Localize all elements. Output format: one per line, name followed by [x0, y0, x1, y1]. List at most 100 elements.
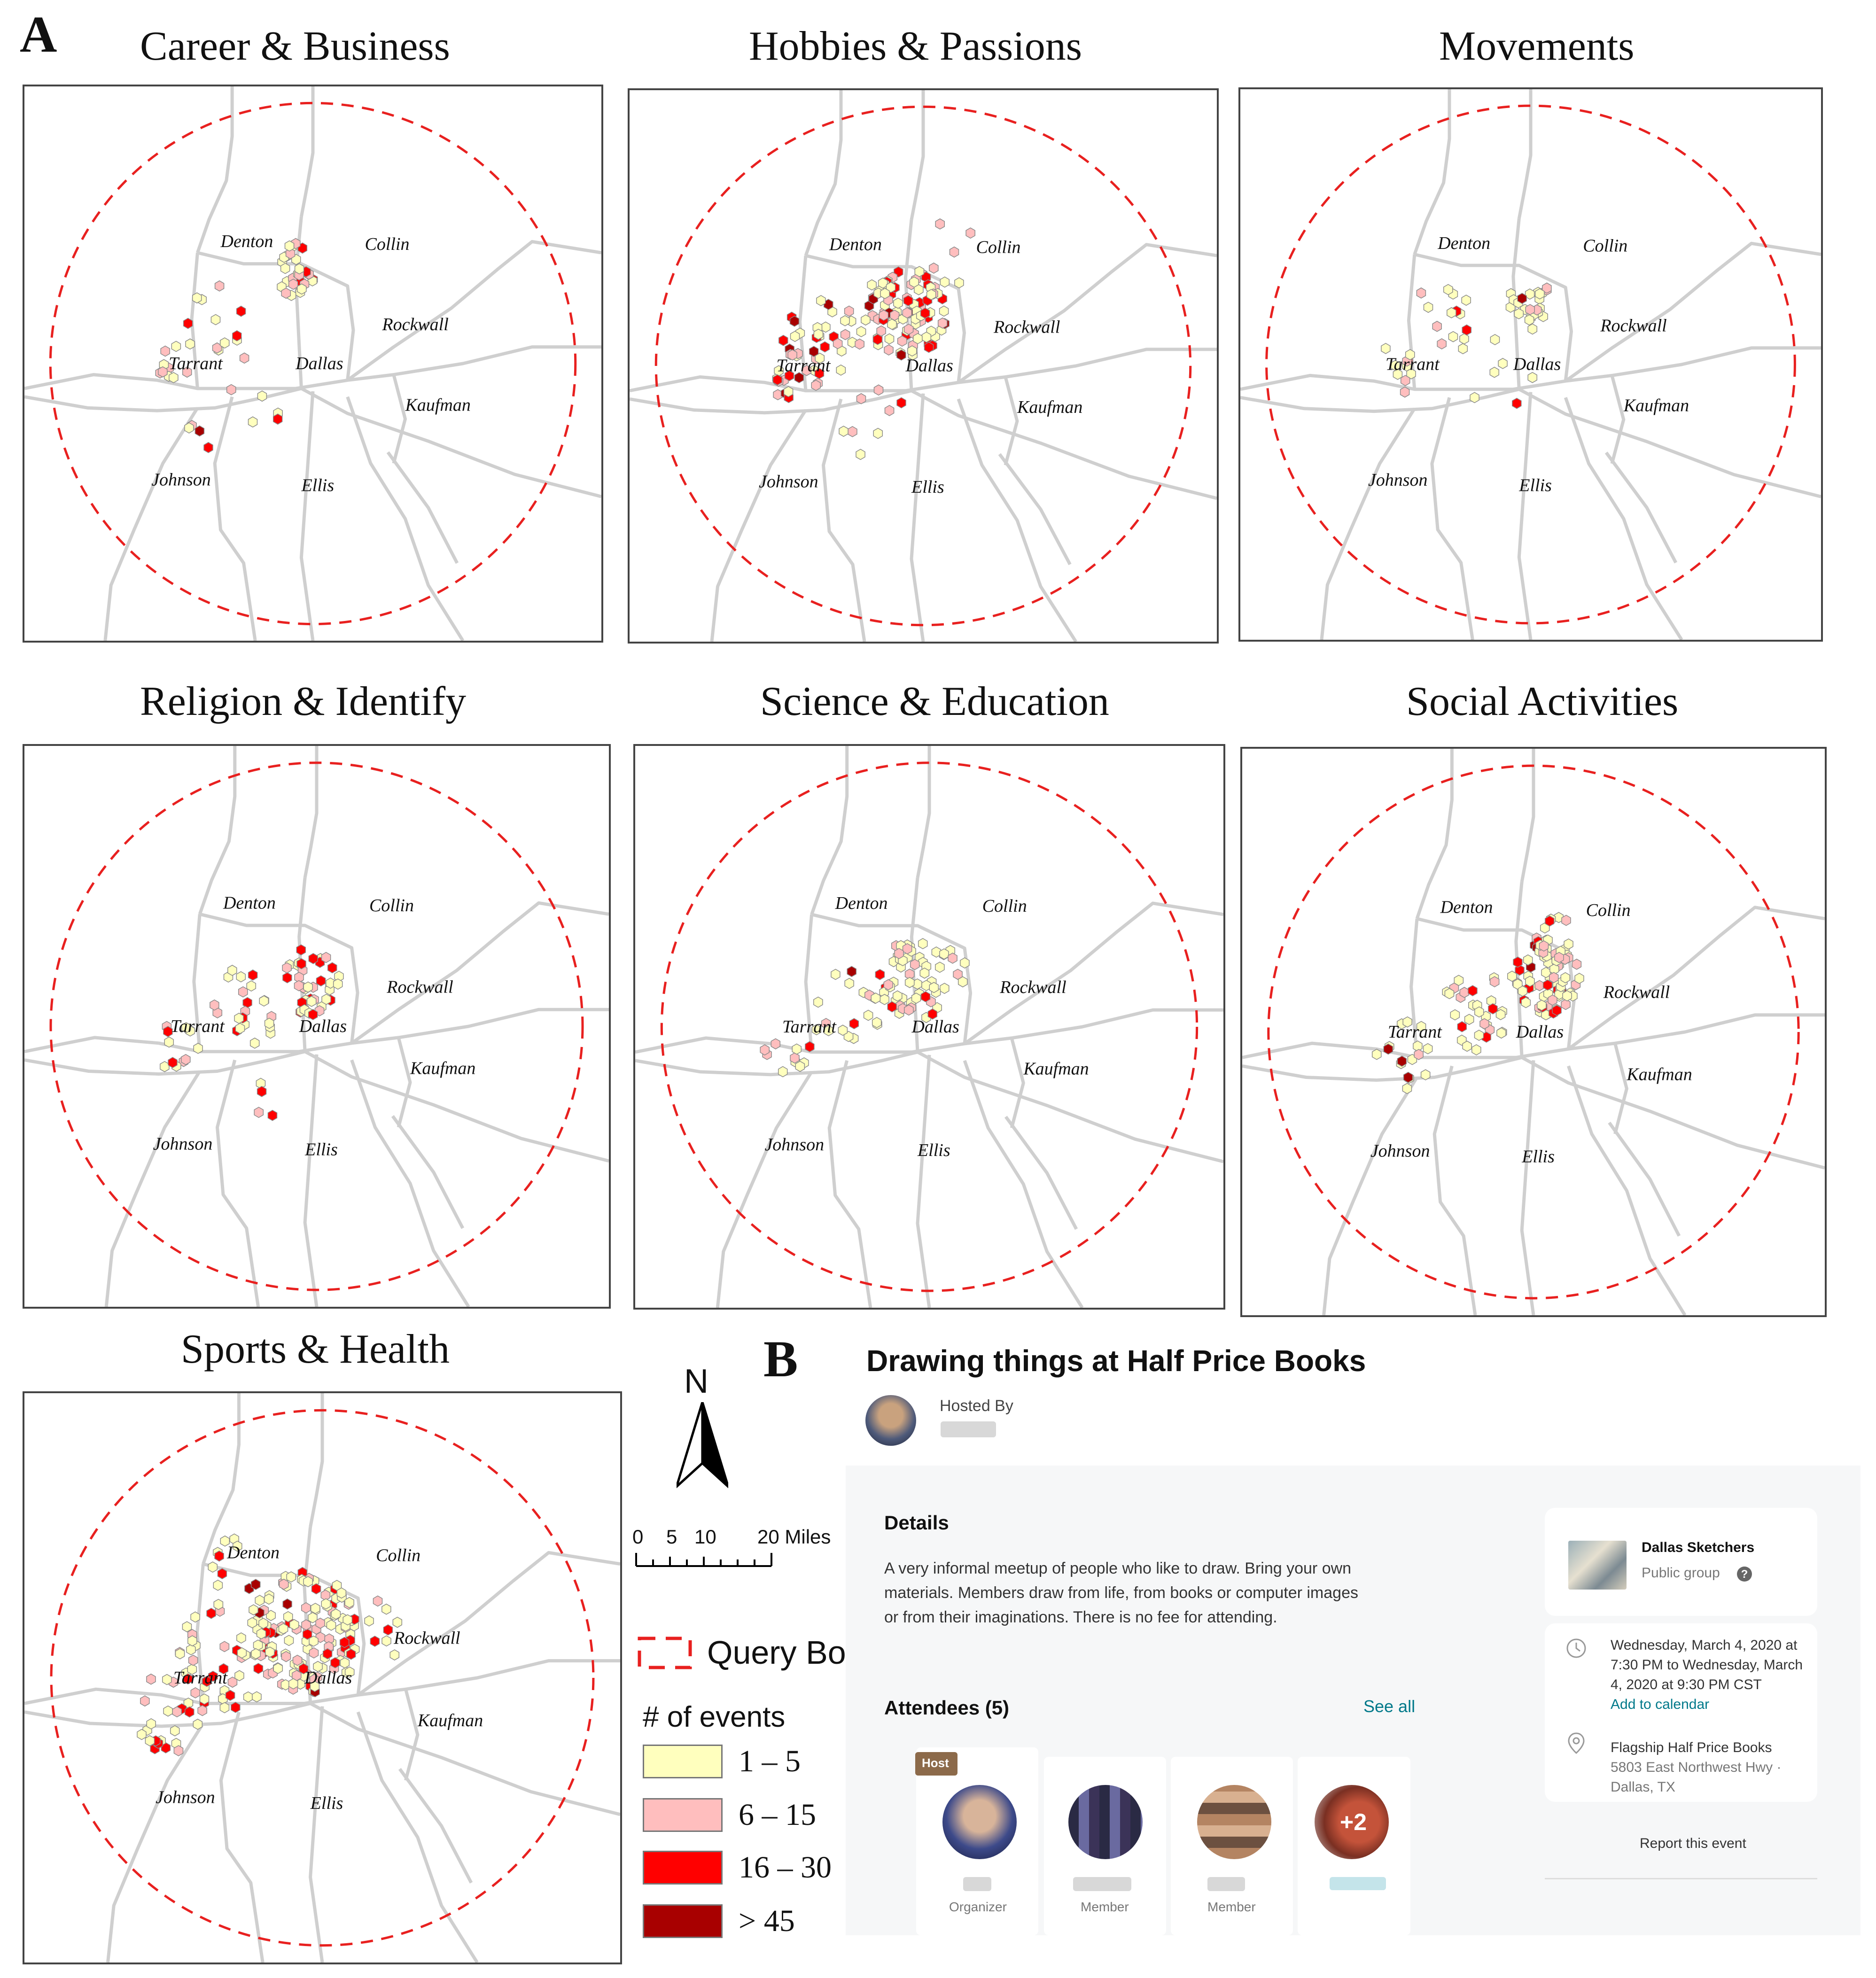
see-all-link[interactable]: See all	[1363, 1697, 1416, 1716]
query-boundary-circle	[49, 101, 577, 626]
event-hexagon	[811, 380, 821, 391]
svg-text:?: ?	[1741, 1568, 1748, 1581]
event-hexagon	[1498, 357, 1508, 369]
legend-swatch-16-30	[643, 1851, 723, 1885]
event-hexagon	[286, 1571, 296, 1582]
member-2-avatar[interactable]	[1197, 1785, 1271, 1859]
event-hexagon	[927, 1008, 938, 1020]
event-hexagon	[965, 227, 975, 239]
group-name[interactable]: Dallas Sketchers	[1642, 1540, 1755, 1555]
event-hexagon	[772, 374, 783, 386]
event-hexagon	[331, 1608, 341, 1620]
member-2-name-redacted	[1207, 1877, 1245, 1891]
county-label-denton: Denton	[223, 893, 276, 913]
road-line	[24, 387, 302, 412]
event-hexagon	[278, 1623, 288, 1635]
event-hexagon	[346, 1648, 356, 1660]
event-hexagon	[909, 276, 919, 288]
event-hexagon	[236, 305, 246, 317]
county-label-dallas: Dallas	[905, 356, 953, 376]
event-hexagon	[872, 1017, 882, 1028]
event-hexagon	[309, 1636, 319, 1647]
more-attendees-avatar[interactable]	[1315, 1785, 1389, 1859]
road-line	[635, 1050, 918, 1077]
county-label-johnson: Johnson	[151, 470, 211, 490]
map-title-religion: Religion & Identify	[140, 679, 467, 724]
member-1-avatar[interactable]	[1068, 1785, 1143, 1859]
event-hexagon	[1490, 334, 1500, 345]
event-hexagon	[849, 1018, 859, 1030]
event-hexagon	[914, 266, 925, 277]
road-line	[1409, 918, 1419, 1058]
event-hexagon	[1488, 1003, 1498, 1015]
north-label: N	[684, 1363, 708, 1400]
event-hexagon	[181, 1022, 191, 1033]
event-hexagon	[929, 982, 939, 993]
county-label-johnson: Johnson	[764, 1135, 824, 1155]
event-hexagon	[813, 996, 823, 1008]
help-icon[interactable]: ?	[1736, 1566, 1752, 1582]
event-hexagon	[289, 1619, 299, 1630]
event-hexagon	[1470, 392, 1479, 403]
event-hexagon	[957, 976, 968, 988]
event-hexagon	[237, 1647, 247, 1659]
county-label-rockwall: Rockwall	[999, 977, 1066, 997]
group-thumbnail[interactable]	[1568, 1541, 1627, 1590]
add-to-calendar-link[interactable]: Add to calendar	[1611, 1697, 1710, 1712]
meetup-event-page: Drawing things at Half Price Books Hoste…	[846, 1343, 1860, 1935]
panel-a-label: A	[20, 6, 57, 63]
event-hexagon	[1383, 1043, 1393, 1055]
road-line	[357, 1551, 620, 1697]
event-hexagon	[1525, 288, 1535, 300]
event-hexagon	[1468, 985, 1478, 996]
county-label-collin: Collin	[982, 896, 1027, 916]
event-hexagon	[861, 314, 871, 326]
road-line	[957, 243, 1217, 384]
event-title: Drawing things at Half Price Books	[866, 1344, 1366, 1378]
event-hexagon	[246, 980, 257, 992]
event-hexagon	[316, 975, 326, 987]
event-date-line-2: 7:30 PM to Wednesday, March	[1611, 1657, 1803, 1673]
legend-label-1-5: 1 – 5	[739, 1744, 801, 1778]
road-line	[804, 90, 843, 256]
host-badge-label: Host	[922, 1756, 949, 1770]
report-event-link[interactable]: Report this event	[1640, 1836, 1746, 1851]
venue-name[interactable]: Flagship Half Price Books	[1611, 1740, 1772, 1755]
event-hexagon	[794, 372, 804, 383]
details-line-3: or from their imaginations. There is no …	[884, 1608, 1277, 1626]
event-hexagon	[875, 969, 885, 980]
road-line	[1430, 397, 1474, 640]
event-hexagon	[175, 1648, 185, 1660]
event-hexagon	[202, 1675, 212, 1687]
event-hexagon	[896, 349, 906, 361]
organizer-avatar[interactable]	[942, 1785, 1017, 1859]
event-hexagon	[227, 964, 237, 976]
event-hexagon	[783, 386, 794, 397]
event-hexagon	[162, 1674, 172, 1685]
event-hexagon	[232, 330, 242, 341]
event-hexagon	[214, 1550, 224, 1562]
scale-bar	[635, 1553, 772, 1567]
venue-city: Dallas, TX	[1611, 1779, 1675, 1795]
event-hexagon	[321, 952, 331, 963]
road-line	[1608, 1121, 1681, 1237]
road-line	[397, 1037, 412, 1128]
event-hexagon	[1527, 372, 1538, 383]
event-hexagon	[183, 318, 193, 329]
event-hexagon	[884, 405, 895, 416]
road-line	[1432, 1065, 1477, 1315]
event-hexagon	[1489, 366, 1500, 378]
county-label-denton: Denton	[220, 232, 273, 251]
event-hexagon	[234, 1013, 244, 1024]
event-hexagon	[181, 1054, 191, 1065]
host-avatar[interactable]	[865, 1395, 916, 1446]
road-line	[1514, 882, 1524, 1058]
details-heading: Details	[884, 1512, 949, 1534]
road-line	[1613, 1043, 1628, 1134]
event-hexagon	[343, 1614, 353, 1626]
county-label-ellis: Ellis	[301, 475, 334, 495]
group-type: Public group	[1642, 1565, 1720, 1581]
event-hexagon	[889, 310, 900, 321]
road-line	[1242, 1055, 1523, 1082]
